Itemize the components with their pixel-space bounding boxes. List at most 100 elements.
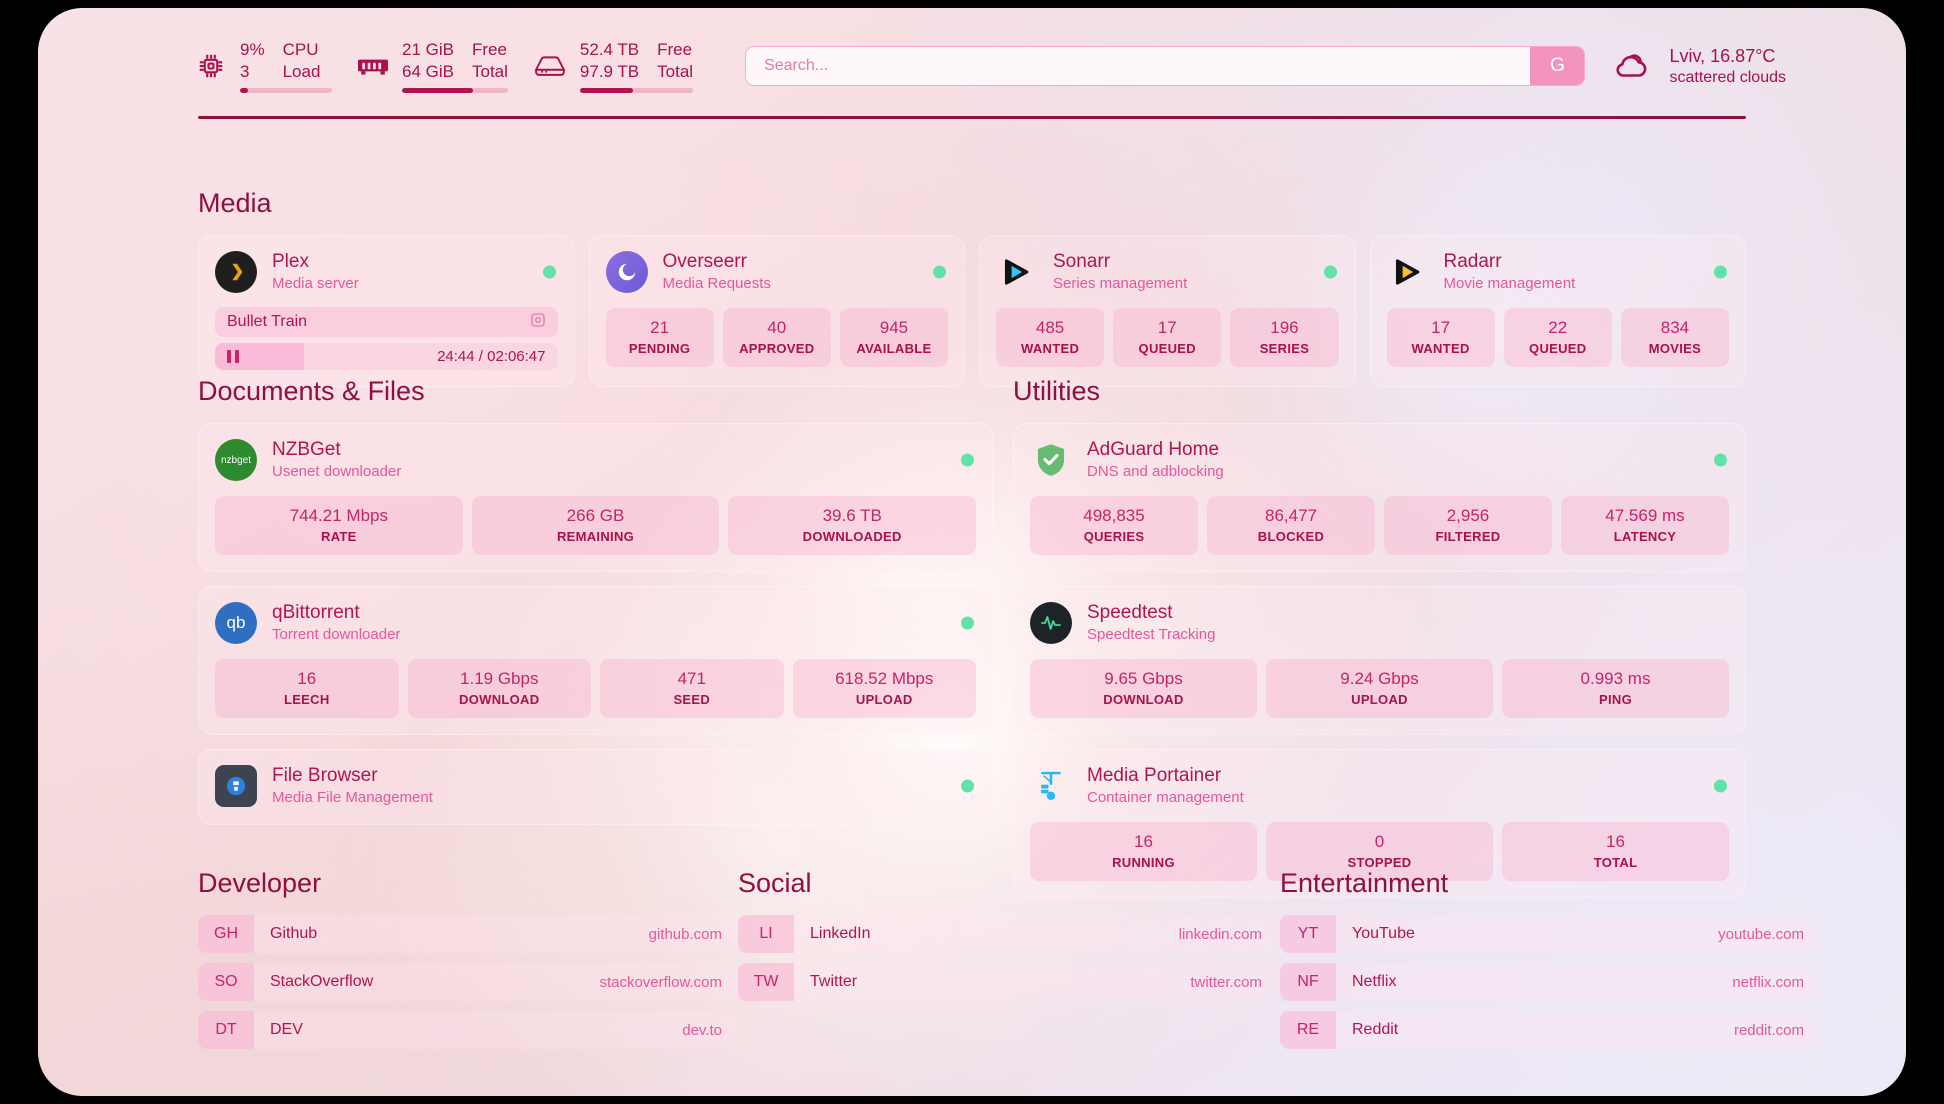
search-input[interactable] (746, 57, 1531, 75)
stat-label: PENDING (628, 341, 691, 356)
bookmark-url: linkedin.com (1178, 925, 1262, 943)
stat-label: REMAINING (556, 529, 635, 544)
stat-value: 47.569 ms (1605, 506, 1685, 525)
plex-now-playing-title-row: Bullet Train (215, 307, 558, 337)
section-title-developer: Developer (198, 868, 322, 898)
stat-tile: 2,956 FILTERED (1384, 496, 1552, 555)
radarr-subtitle: Movie management (1443, 275, 1576, 292)
bookmark-badge: GH (198, 915, 254, 953)
plex-subtitle: Media server (272, 275, 359, 292)
bookmark-badge: TW (738, 963, 794, 1001)
cpu-label-secondary: Load (282, 62, 321, 81)
overseerr-name: Overseerr (662, 251, 747, 272)
system-stat-memory: 21 GiB 64 GiB Free Total (358, 39, 508, 93)
radarr-icon (1387, 251, 1429, 293)
cpu-icon (196, 51, 226, 81)
stat-tile: 945 AVAILABLE (839, 308, 949, 367)
cloud-icon (1611, 48, 1653, 85)
service-card-filebrowser[interactable]: File Browser Media File Management (198, 749, 993, 825)
header-divider (198, 116, 1746, 119)
stat-tile: 22 QUEUED (1503, 308, 1612, 367)
plex-playback-time: 24:44 / 02:06:47 (437, 348, 546, 365)
stat-value: 471 (677, 669, 706, 688)
filebrowser-icon (215, 765, 257, 807)
stat-label: DOWNLOAD (459, 692, 540, 707)
service-card-nzbget[interactable]: nzbget NZBGet Usenet downloader 744.21 M… (198, 423, 993, 572)
nzbget-status-indicator (961, 453, 974, 467)
service-card-speedtest[interactable]: Speedtest Speedtest Tracking 9.65 Gbps D… (1013, 586, 1746, 735)
bookmark-badge: NF (1280, 963, 1336, 1001)
service-card-sonarr[interactable]: Sonarr Series management 485 WANTED 17 Q… (979, 235, 1356, 387)
disk-icon (534, 53, 566, 79)
stat-tile: 17 WANTED (1386, 308, 1495, 367)
service-card-plex[interactable]: Plex Media server Bullet Train (198, 235, 575, 387)
cast-icon[interactable] (530, 312, 546, 333)
service-card-portainer[interactable]: Media Portainer Container management 16 … (1013, 749, 1746, 898)
stat-value: 9.65 Gbps (1104, 669, 1183, 688)
stat-label: QUEUED (1529, 341, 1587, 356)
bookmark-item[interactable]: NF Netflix netflix.com (1280, 963, 1820, 1001)
bookmark-badge: DT (198, 1011, 254, 1049)
bookmark-url: netflix.com (1732, 973, 1804, 991)
bookmark-badge: YT (1280, 915, 1336, 953)
bookmark-item[interactable]: TW Twitter twitter.com (738, 963, 1278, 1001)
stat-label: STOPPED (1347, 855, 1412, 870)
bookmark-item[interactable]: YT YouTube youtube.com (1280, 915, 1820, 953)
bookmark-name: Netflix (1352, 973, 1397, 990)
portainer-name: Media Portainer (1087, 765, 1222, 786)
weather-condition: scattered clouds (1669, 68, 1786, 86)
memory-total-value: 64 GiB (402, 62, 454, 81)
search-submit-button[interactable]: G (1530, 47, 1585, 85)
service-card-radarr[interactable]: Radarr Movie management 17 WANTED 22 QUE… (1369, 235, 1746, 387)
qbittorrent-name: qBittorrent (272, 602, 360, 623)
radarr-name: Radarr (1443, 251, 1502, 272)
speedtest-name: Speedtest (1087, 602, 1173, 623)
stat-value: 17 (1431, 318, 1451, 337)
stat-value: 0.993 ms (1580, 669, 1651, 688)
stat-tile: 16 RUNNING (1030, 822, 1257, 881)
bookmark-url: stackoverflow.com (599, 973, 722, 991)
bookmark-name: Twitter (810, 973, 858, 990)
bookmark-badge: RE (1280, 1011, 1336, 1049)
disk-free-label: Free (657, 40, 693, 59)
stat-label: SERIES (1259, 341, 1310, 356)
cpu-value-primary: 9% (240, 40, 265, 59)
bookmark-name: LinkedIn (810, 925, 871, 942)
bookmark-item[interactable]: RE Reddit reddit.com (1280, 1011, 1820, 1049)
plex-progress-bar[interactable]: 24:44 / 02:06:47 (215, 343, 558, 370)
stat-tile: 498,835 QUERIES (1030, 496, 1198, 555)
weather-widget[interactable]: Lviv, 16.87°C scattered clouds (1611, 46, 1786, 87)
stat-label: UPLOAD (1351, 692, 1408, 707)
bookmark-name: Github (270, 925, 318, 942)
nzbget-name: NZBGet (272, 439, 341, 460)
nzbget-subtitle: Usenet downloader (272, 463, 402, 480)
stat-tile: 266 GB REMAINING (471, 496, 720, 555)
service-card-adguard[interactable]: AdGuard Home DNS and adblocking 498,835 … (1013, 423, 1746, 572)
stat-tile: 9.24 Gbps UPLOAD (1266, 659, 1493, 718)
plex-status-indicator (542, 265, 556, 279)
stat-label: RUNNING (1112, 855, 1175, 870)
bookmark-item[interactable]: LI LinkedIn linkedin.com (738, 915, 1278, 953)
bookmark-item[interactable]: GH Github github.com (198, 915, 738, 953)
stat-label: SEED (673, 692, 711, 707)
stat-tile: 47.569 ms LATENCY (1561, 496, 1729, 555)
plex-name: Plex (272, 251, 309, 272)
stat-label: LATENCY (1613, 529, 1677, 544)
sonarr-status-indicator (1323, 265, 1337, 279)
stat-tile: 618.52 Mbps UPLOAD (792, 659, 976, 718)
stat-value: 498,835 (1083, 506, 1145, 525)
bookmark-item[interactable]: DT DEV dev.to (198, 1011, 738, 1049)
filebrowser-subtitle: Media File Management (272, 789, 433, 806)
stat-tile: 196 SERIES (1230, 308, 1339, 367)
pause-icon[interactable] (227, 350, 239, 363)
service-card-qbittorrent[interactable]: qb qBittorrent Torrent downloader 16 LEE… (198, 586, 993, 735)
bookmark-name: DEV (270, 1021, 303, 1038)
service-card-overseerr[interactable]: Overseerr Media Requests 21 PENDING 40 A… (588, 235, 965, 387)
stat-tile: 834 MOVIES (1620, 308, 1730, 367)
bookmark-item[interactable]: SO StackOverflow stackoverflow.com (198, 963, 738, 1001)
adguard-status-indicator (1714, 453, 1727, 467)
stat-tile: 39.6 TB DOWNLOADED (728, 496, 977, 555)
stat-value: 9.24 Gbps (1340, 669, 1419, 688)
speedtest-subtitle: Speedtest Tracking (1087, 626, 1216, 643)
stat-label: FILTERED (1435, 529, 1501, 544)
